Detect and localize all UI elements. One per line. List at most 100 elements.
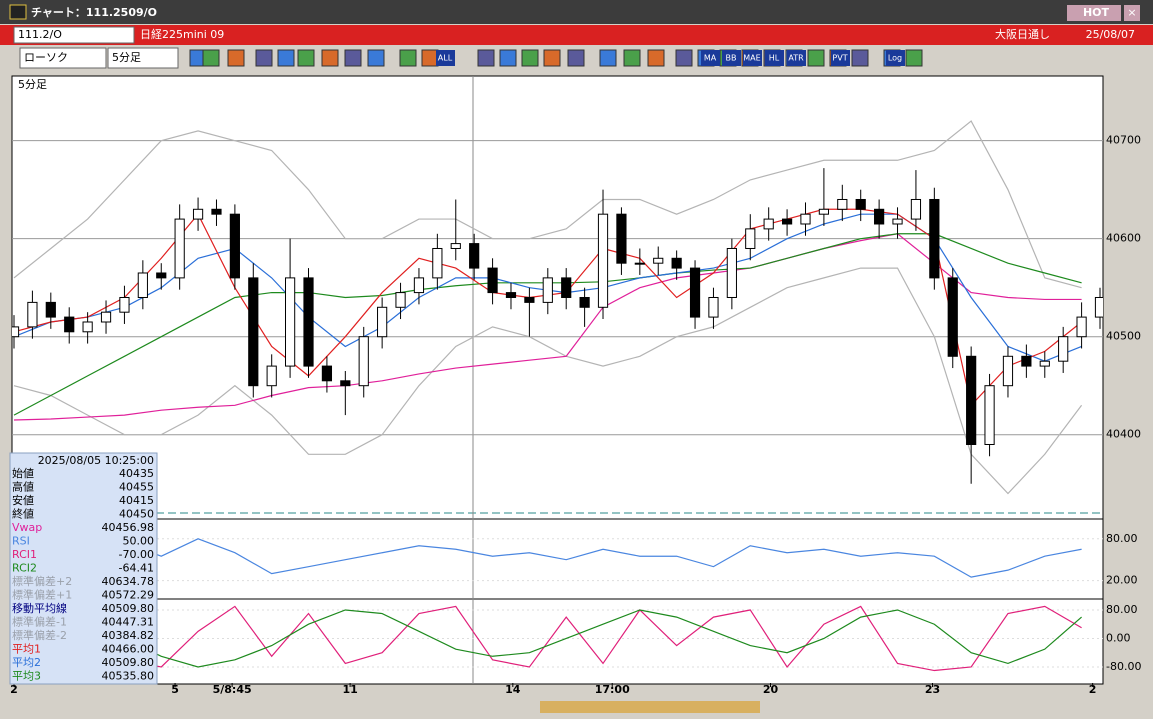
- toolbar-button[interactable]: [831, 50, 850, 66]
- toolbar-icon[interactable]: [255, 49, 273, 67]
- y-tick-label: 80.00: [1106, 532, 1138, 545]
- info-value: 40509.80: [102, 656, 155, 669]
- toolbar-button-label: PVT: [832, 54, 847, 63]
- x-tick-label: 14: [505, 683, 521, 696]
- candle-body: [156, 272, 167, 279]
- toolbar-button-label: MA: [704, 54, 717, 63]
- candle-body: [561, 277, 572, 298]
- info-label: 移動平均線: [12, 601, 67, 615]
- candle-body: [45, 301, 56, 318]
- toolbar-icon[interactable]: [521, 49, 539, 67]
- candle-body: [653, 257, 664, 264]
- toolbar-button[interactable]: [436, 50, 455, 66]
- symbol-select[interactable]: [13, 26, 135, 44]
- scrollbar[interactable]: [540, 701, 760, 713]
- interval-select[interactable]: [107, 47, 179, 69]
- candle-body: [910, 198, 922, 220]
- y-tick-label: -80.00: [1106, 660, 1141, 673]
- toolbar-button-label: MAE: [743, 54, 760, 63]
- candle-body: [137, 272, 148, 298]
- info-label: 始値: [12, 466, 34, 480]
- candle-body: [211, 208, 222, 215]
- candle-body: [708, 296, 719, 318]
- toolbar-button[interactable]: [765, 50, 784, 66]
- candle-body: [1058, 336, 1069, 362]
- toolbar-icon[interactable]: [277, 49, 295, 67]
- toolbar-button[interactable]: [722, 50, 741, 66]
- candle-body: [505, 292, 517, 298]
- info-label: 平均3: [12, 670, 41, 683]
- info-label: 標準偏差-2: [12, 628, 67, 642]
- candle-body: [27, 301, 38, 328]
- info-value: 40535.80: [102, 670, 155, 683]
- y-tick-label: 40400: [1106, 428, 1141, 441]
- toolbar-button[interactable]: [701, 50, 720, 66]
- x-tick-label: 23: [925, 683, 940, 696]
- toolbar-button[interactable]: [743, 50, 762, 66]
- candle-body: [1076, 316, 1087, 338]
- info-value: -64.41: [119, 562, 154, 575]
- candle-body: [818, 208, 830, 215]
- toolbar-icon[interactable]: [623, 49, 641, 67]
- info-label: 平均2: [12, 656, 41, 669]
- toolbar-icon[interactable]: [367, 49, 385, 67]
- candle-body: [800, 213, 811, 225]
- y-tick-label: 80.00: [1106, 603, 1138, 616]
- toolbar-icon[interactable]: [421, 49, 439, 67]
- style-select[interactable]: [19, 47, 107, 69]
- series-line: [13, 605, 1082, 672]
- toolbar-button-label: Log: [888, 54, 902, 63]
- toolbar-icon[interactable]: [807, 49, 825, 67]
- candle-body: [837, 198, 848, 210]
- toolbar-icon[interactable]: [297, 49, 315, 67]
- plot-area: [11, 75, 1104, 685]
- toolbar-icon[interactable]: [543, 49, 561, 67]
- toolbar-icon[interactable]: [202, 49, 220, 67]
- candle-body: [1021, 355, 1032, 367]
- x-tick-label: 20: [763, 683, 779, 696]
- toolbar-icon[interactable]: [599, 49, 617, 67]
- toolbar-icon[interactable]: [321, 49, 339, 67]
- info-label: Vwap: [12, 521, 42, 534]
- toolbar-icon[interactable]: [905, 49, 923, 67]
- symbol-name: 日経225mini 09: [140, 28, 224, 41]
- candle-body: [597, 213, 609, 308]
- y-tick-label: 40600: [1106, 232, 1141, 245]
- info-datetime: 2025/08/05 10:25:00: [38, 454, 154, 467]
- toolbar-icon[interactable]: [499, 49, 517, 67]
- toolbar-button[interactable]: [787, 50, 806, 66]
- info-label: 高値: [12, 480, 34, 494]
- candle-body: [726, 247, 737, 298]
- toolbar-icon[interactable]: [647, 49, 665, 67]
- candle-body: [229, 213, 240, 279]
- candle-body: [487, 267, 498, 294]
- candle-body: [413, 277, 425, 294]
- x-tick-label: 2: [1089, 683, 1097, 696]
- candle-body: [689, 267, 701, 318]
- hot-button[interactable]: [1067, 5, 1121, 21]
- candle-body: [321, 365, 333, 382]
- info-value: 40509.80: [102, 602, 155, 615]
- toolbar-icon[interactable]: [227, 49, 245, 67]
- candle-body: [1094, 296, 1103, 318]
- candle-body: [929, 198, 940, 279]
- info-value: 40456.98: [102, 521, 155, 534]
- candle-body: [1039, 360, 1050, 367]
- toolbar-icon[interactable]: [477, 49, 495, 67]
- toolbar-icon[interactable]: [675, 49, 693, 67]
- symbol-code: 111.2/O: [18, 28, 62, 41]
- close-icon: ×: [1127, 6, 1136, 19]
- toolbar-icon[interactable]: [399, 49, 417, 67]
- info-value: 40447.31: [102, 616, 155, 629]
- date: 25/08/07: [1086, 28, 1135, 41]
- toolbar-icon[interactable]: [344, 49, 362, 67]
- toolbar-icon[interactable]: [567, 49, 585, 67]
- window-title: チャート：111.2509/O: [31, 6, 157, 19]
- toolbar-button[interactable]: [886, 50, 905, 66]
- panel-title: 5分足: [18, 78, 47, 91]
- close-button[interactable]: [1124, 5, 1140, 21]
- series-line: [13, 538, 1082, 578]
- title-bar: [0, 0, 1153, 24]
- toolbar-icon[interactable]: [851, 49, 869, 67]
